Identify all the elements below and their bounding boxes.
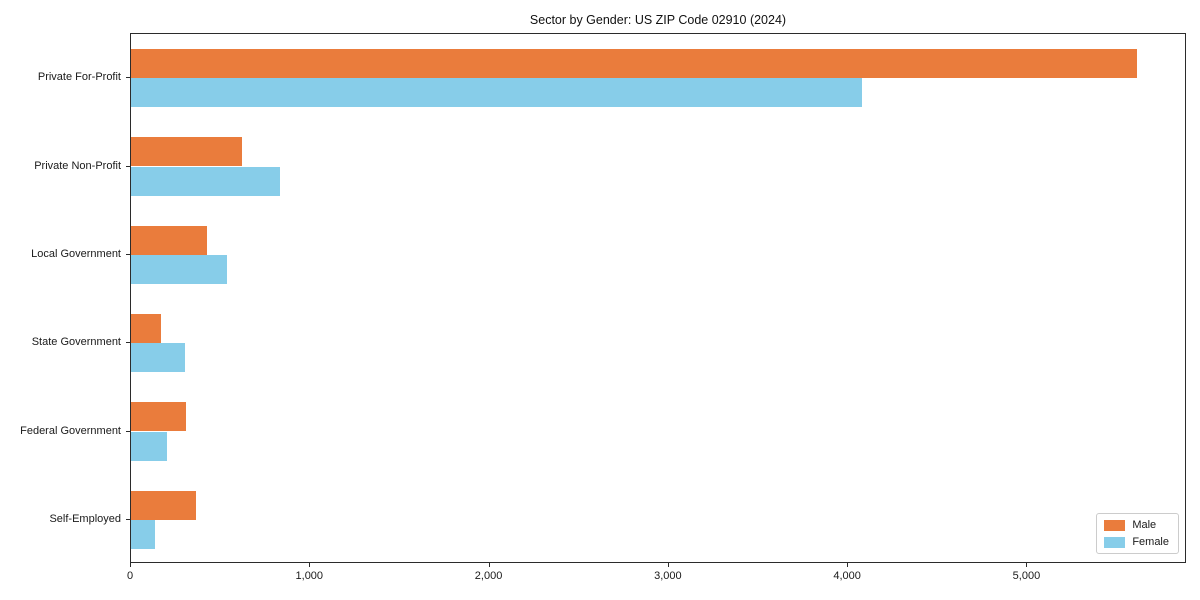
legend-label-female: Female (1132, 536, 1169, 548)
plot-area (130, 33, 1186, 563)
y-tick-mark (126, 77, 130, 79)
x-tick-label: 3,000 (654, 570, 682, 582)
x-tick-mark (488, 563, 490, 567)
bar-female-0 (131, 78, 863, 108)
x-tick-mark (1026, 563, 1028, 567)
x-tick-mark (130, 563, 131, 567)
bar-male-5 (131, 490, 197, 520)
male-swatch (1104, 519, 1126, 531)
x-tick-mark (309, 563, 311, 567)
y-tick-mark (126, 430, 130, 432)
legend-item-male: Male (1104, 519, 1169, 531)
x-tick-label: 5,000 (1012, 570, 1041, 582)
female-swatch (1104, 536, 1126, 548)
y-tick-label: Local Government (31, 247, 121, 260)
x-tick-label: 1,000 (295, 570, 324, 582)
y-tick-label: Self-Employed (49, 512, 121, 525)
bar-male-2 (131, 225, 208, 255)
bar-female-1 (131, 166, 280, 196)
bar-male-1 (131, 137, 243, 167)
legend-item-female: Female (1104, 536, 1169, 548)
x-tick-label: 4,000 (833, 570, 861, 582)
bar-male-4 (131, 402, 186, 432)
y-tick-label: Private Non-Profit (34, 159, 121, 172)
x-tick-label: 2,000 (474, 570, 503, 582)
bar-male-0 (131, 49, 1137, 79)
x-tick-mark (847, 563, 849, 567)
y-tick-label: State Government (31, 336, 121, 349)
bar-female-5 (131, 519, 156, 549)
x-tick-label: 0 (126, 570, 134, 582)
y-tick-mark (126, 342, 130, 344)
y-tick-mark (126, 165, 130, 167)
chart-title: Sector by Gender: US ZIP Code 02910 (202… (529, 13, 787, 27)
legend: Male Female (1096, 513, 1179, 554)
y-tick-label: Federal Government (20, 424, 121, 437)
bar-female-2 (131, 254, 227, 284)
y-tick-mark (126, 518, 130, 520)
bar-male-3 (131, 314, 162, 344)
legend-label-male: Male (1132, 519, 1157, 531)
x-tick-mark (667, 563, 669, 567)
y-tick-mark (126, 253, 130, 255)
bar-female-4 (131, 431, 167, 461)
bar-female-3 (131, 343, 185, 373)
y-tick-label: Private For-Profit (37, 71, 121, 84)
